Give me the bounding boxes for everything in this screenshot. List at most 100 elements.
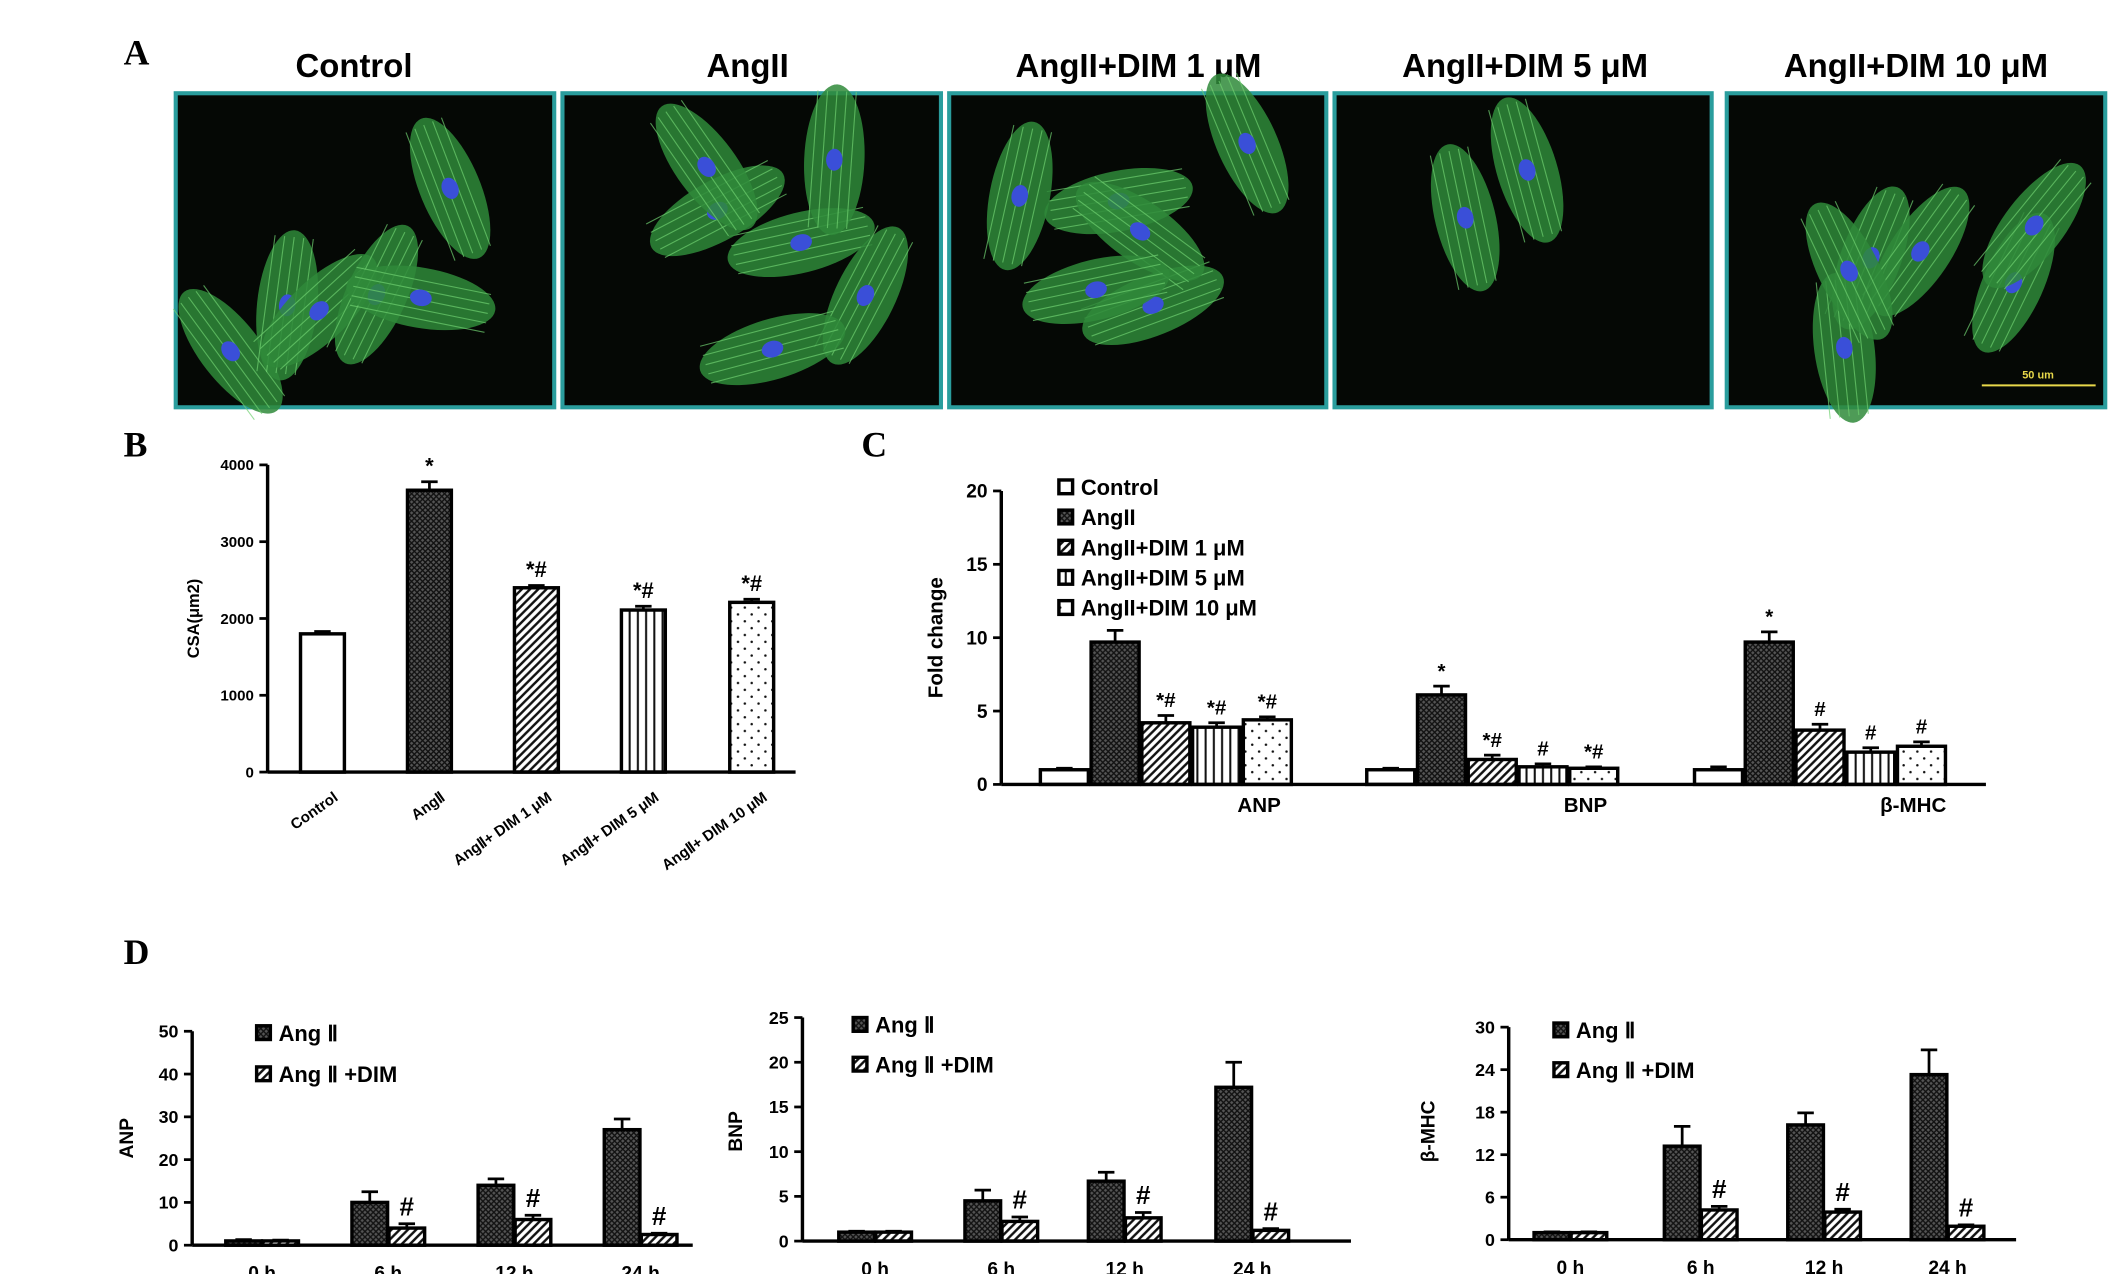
x-tick-label: ANP xyxy=(1237,794,1281,817)
x-tick-label: 0 h xyxy=(248,1263,276,1274)
y-tick-label: 40 xyxy=(159,1064,179,1084)
nucleus xyxy=(441,177,459,199)
panel-label: D xyxy=(124,932,150,972)
bar xyxy=(512,586,561,774)
y-tick-label: 30 xyxy=(1475,1017,1495,1037)
legend-swatch xyxy=(1057,538,1075,556)
legend-label: Ang Ⅱ +DIM xyxy=(875,1052,994,1077)
x-tick-label: 6 h xyxy=(987,1259,1015,1274)
bar xyxy=(1946,1224,1986,1242)
nucleus xyxy=(1456,206,1474,229)
bar xyxy=(1845,750,1897,787)
micrographs xyxy=(172,72,2108,423)
legend-label: Ang Ⅱ xyxy=(875,1013,935,1038)
fiber xyxy=(848,241,914,365)
y-axis-label: BNP xyxy=(726,1111,747,1152)
fiber xyxy=(1046,168,1183,193)
bar xyxy=(1086,1179,1126,1243)
y-tick-label: 10 xyxy=(159,1193,179,1213)
fiber xyxy=(203,285,286,397)
y-tick-label: 4000 xyxy=(220,457,254,474)
legend-label: AngII+DIM 5 μM xyxy=(1081,566,1245,591)
bar xyxy=(1743,640,1795,787)
y-tick-label: 20 xyxy=(159,1150,179,1170)
bar xyxy=(728,600,776,774)
cell xyxy=(1072,176,1206,291)
fiber xyxy=(1439,153,1469,288)
y-tick-label: 24 xyxy=(1475,1060,1495,1080)
y-tick-label: 2000 xyxy=(220,611,254,628)
panel-label: B xyxy=(124,425,148,465)
legend-swatch xyxy=(851,1055,869,1073)
fiber xyxy=(180,302,263,415)
cell xyxy=(1022,254,1170,325)
y-tick-label: 3000 xyxy=(220,534,254,551)
bar xyxy=(513,1217,553,1247)
legend-label: Ang Ⅱ +DIM xyxy=(279,1062,398,1087)
image-title: AngII+DIM 10 μM xyxy=(1784,47,2048,84)
bar xyxy=(1365,768,1417,787)
significance-mark: *# xyxy=(1483,729,1503,752)
fiber xyxy=(1094,176,1206,259)
y-tick-label: 1000 xyxy=(220,688,254,705)
fiber xyxy=(356,266,492,296)
fiber xyxy=(846,91,857,229)
fiber xyxy=(1094,296,1225,346)
significance-mark: *# xyxy=(633,578,654,603)
bar xyxy=(476,1183,516,1247)
significance-mark: # xyxy=(1835,1177,1850,1207)
fiber xyxy=(1800,218,1860,344)
fiber xyxy=(1023,254,1159,284)
significance-mark: # xyxy=(1537,738,1549,761)
nucleus xyxy=(761,340,784,358)
significance-mark: # xyxy=(1865,722,1877,745)
legend-swatch xyxy=(1057,568,1075,586)
cell xyxy=(1080,261,1225,346)
cell xyxy=(405,117,491,261)
legend-label: Ang Ⅱ +DIM xyxy=(1576,1058,1695,1083)
significance-mark: # xyxy=(526,1183,541,1213)
bar xyxy=(1241,718,1294,787)
bar xyxy=(963,1199,1003,1243)
fiber xyxy=(414,128,465,258)
bar xyxy=(350,1200,390,1247)
x-tick-label: 24 h xyxy=(1928,1258,1966,1274)
x-tick-label: AngⅡ+ DIM 1 μM xyxy=(450,789,555,869)
significance-mark: # xyxy=(1712,1174,1727,1204)
nucleus xyxy=(1129,222,1151,241)
y-tick-label: 15 xyxy=(769,1097,789,1117)
significance-mark: # xyxy=(652,1201,667,1231)
y-tick-label: 15 xyxy=(966,555,988,576)
fiber xyxy=(256,235,276,372)
fiber xyxy=(2003,182,2092,290)
significance-mark: *# xyxy=(741,571,762,596)
fiber xyxy=(405,132,456,261)
x-tick-label: 24 h xyxy=(621,1263,659,1274)
legend-swatch xyxy=(1057,478,1075,496)
fiber xyxy=(1809,214,1869,339)
y-tick-label: 20 xyxy=(769,1053,789,1073)
image-title: AngII xyxy=(706,47,788,84)
significance-mark: # xyxy=(1264,1196,1279,1226)
cell xyxy=(1200,72,1290,216)
legend-label: AngII+DIM 10 μM xyxy=(1081,596,1257,621)
x-tick-label: 6 h xyxy=(1687,1258,1715,1274)
significance-mark: * xyxy=(1437,660,1445,683)
y-tick-label: 30 xyxy=(159,1107,179,1127)
fiber xyxy=(1235,72,1290,201)
legend-swatch xyxy=(851,1015,869,1033)
scale-bar-label: 50 um xyxy=(2022,369,2054,381)
fiber xyxy=(440,117,491,247)
nucleus xyxy=(697,156,716,177)
bar xyxy=(1123,1216,1163,1243)
fiber xyxy=(983,124,1015,259)
cell xyxy=(699,310,846,386)
significance-mark: # xyxy=(400,1192,415,1222)
x-tick-label: 12 h xyxy=(495,1263,533,1274)
y-tick-label: 0 xyxy=(977,775,988,796)
x-tick-label: AngⅡ+ DIM 5 μM xyxy=(557,789,662,869)
y-tick-label: 0 xyxy=(1485,1230,1495,1250)
y-axis-label: CSA(μm2) xyxy=(185,579,203,658)
bar xyxy=(1786,1123,1826,1242)
y-tick-label: 25 xyxy=(769,1008,789,1028)
